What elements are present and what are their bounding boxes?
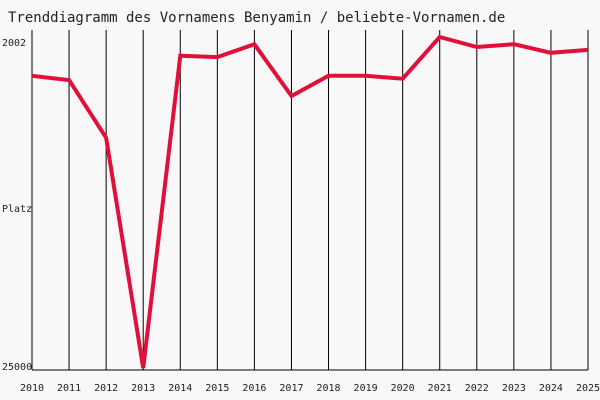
- x-tick-2017: 2017: [279, 383, 303, 394]
- x-tick-2020: 2020: [391, 383, 415, 394]
- series-group: [31, 34, 589, 369]
- x-tick-2024: 2024: [539, 383, 563, 394]
- x-tick-2012: 2012: [94, 383, 118, 394]
- chart-title: Trenddiagramm des Vornamens Benyamin / b…: [8, 10, 505, 26]
- y-top-label: 2002: [2, 38, 26, 49]
- x-tick-2010: 2010: [20, 383, 44, 394]
- x-tick-2018: 2018: [316, 383, 340, 394]
- y-axis-label: Platz: [2, 204, 32, 215]
- x-tick-2013: 2013: [131, 383, 155, 394]
- y-bottom-label: 25000: [2, 362, 32, 373]
- x-tick-labels: 2010 2011 2012 2013 2014 2015 2016 2017 2018 2019…: [20, 383, 600, 394]
- x-tick-2019: 2019: [354, 383, 378, 394]
- x-tick-2011: 2011: [57, 383, 81, 394]
- series-line-0: [31, 34, 589, 369]
- x-tick-2014: 2014: [168, 383, 192, 394]
- x-tick-2025: 2025: [576, 383, 600, 394]
- x-tick-2015: 2015: [205, 383, 229, 394]
- x-tick-2016: 2016: [242, 383, 266, 394]
- x-tick-2023: 2023: [502, 383, 526, 394]
- grid-lines: [31, 30, 589, 371]
- x-tick-2022: 2022: [465, 383, 489, 394]
- x-tick-2021: 2021: [428, 383, 452, 394]
